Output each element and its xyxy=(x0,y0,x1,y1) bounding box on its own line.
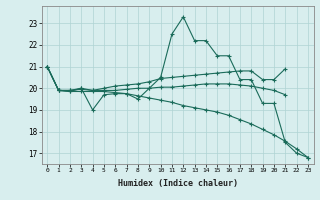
X-axis label: Humidex (Indice chaleur): Humidex (Indice chaleur) xyxy=(118,179,237,188)
